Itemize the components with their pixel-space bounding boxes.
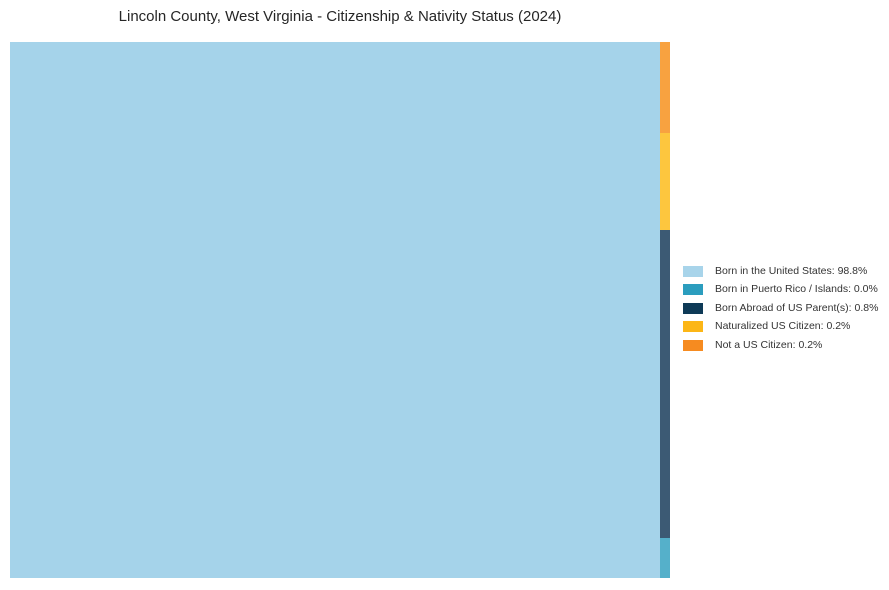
legend-item: Born Abroad of US Parent(s): 0.8% <box>683 301 879 314</box>
legend-swatch-icon <box>683 284 703 296</box>
legend-swatch-icon <box>683 321 703 333</box>
legend-swatch-icon <box>683 339 703 351</box>
legend-label: Born in the United States: 98.8% <box>715 265 868 277</box>
legend-label: Not a US Citizen: 0.2% <box>715 338 823 351</box>
chart-title: Lincoln County, West Virginia - Citizens… <box>118 8 562 25</box>
legend: Born in the United States: 98.8% Born in … <box>683 266 878 358</box>
legend-item: Not a US Citizen: 0.2% <box>683 338 878 351</box>
legend-item: Born in Puerto Rico / Islands: 0.0% <box>683 283 878 296</box>
treemap-block-born-in-united-states <box>10 42 660 578</box>
treemap-block-born-in-puerto-rico-islands <box>660 538 670 578</box>
legend-swatch-icon <box>683 302 703 314</box>
legend-label: Born in Puerto Rico / Islands: 0.0% <box>715 283 878 296</box>
legend-label: Born Abroad of US Parent(s): 0.8% <box>715 301 879 314</box>
legend-swatch-icon <box>683 266 703 277</box>
treemap-block-naturalized-us-citizen <box>660 133 670 230</box>
treemap-block-born-abroad-us-parents <box>660 230 670 538</box>
legend-item: Naturalized US Citizen: 0.2% <box>683 320 878 333</box>
legend-label: Naturalized US Citizen: 0.2% <box>715 320 851 333</box>
legend-item: Born in the United States: 98.8% <box>683 266 878 277</box>
treemap-block-not-a-us-citizen <box>660 42 670 133</box>
treemap-plot <box>10 42 670 578</box>
